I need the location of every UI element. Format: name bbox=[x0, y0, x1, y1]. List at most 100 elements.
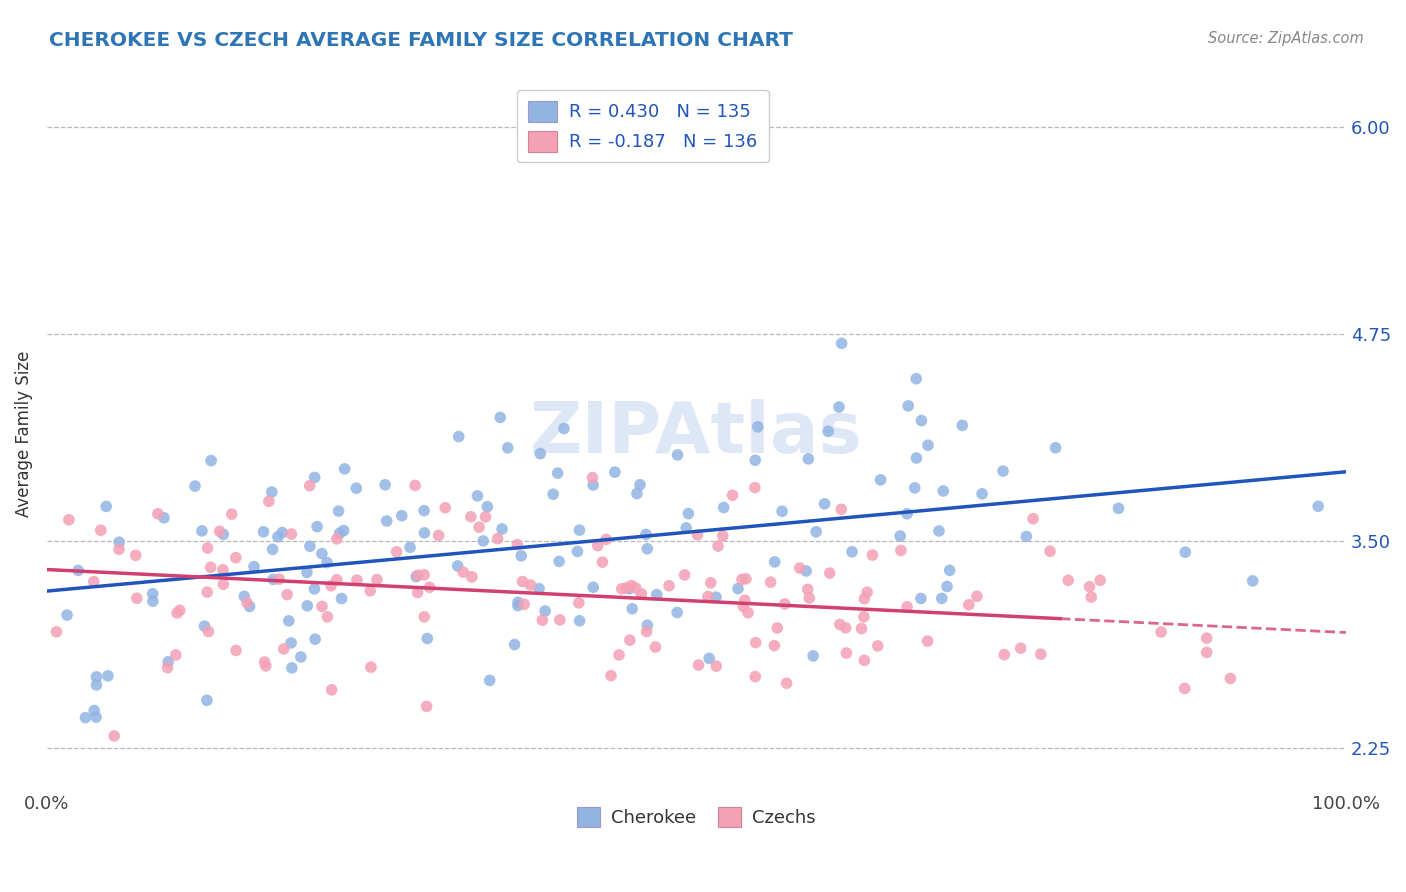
Point bbox=[697, 590, 720, 604]
Point bbox=[83, 704, 105, 718]
Point bbox=[852, 609, 875, 624]
Point bbox=[280, 636, 302, 650]
Point bbox=[467, 489, 489, 503]
Point bbox=[1174, 545, 1197, 559]
Point bbox=[416, 632, 439, 646]
Point bbox=[468, 520, 491, 534]
Point bbox=[928, 524, 950, 538]
Point bbox=[447, 429, 470, 443]
Point bbox=[744, 453, 766, 467]
Point bbox=[486, 532, 509, 546]
Point bbox=[304, 582, 326, 596]
Y-axis label: Average Family Size: Average Family Size bbox=[15, 351, 32, 516]
Point bbox=[277, 614, 299, 628]
Point bbox=[711, 529, 734, 543]
Point bbox=[673, 568, 696, 582]
Point bbox=[910, 591, 932, 606]
Legend: Cherokee, Czechs: Cherokee, Czechs bbox=[569, 800, 823, 834]
Point bbox=[208, 524, 231, 539]
Point bbox=[434, 500, 457, 515]
Point bbox=[191, 524, 214, 538]
Point bbox=[472, 533, 495, 548]
Point bbox=[866, 639, 889, 653]
Point bbox=[904, 481, 927, 495]
Point bbox=[862, 548, 884, 562]
Point bbox=[799, 591, 821, 605]
Point bbox=[644, 640, 666, 654]
Point bbox=[344, 481, 367, 495]
Point bbox=[626, 486, 648, 500]
Point bbox=[721, 488, 744, 502]
Point bbox=[311, 547, 333, 561]
Point bbox=[763, 555, 786, 569]
Point bbox=[142, 594, 165, 608]
Point bbox=[169, 603, 191, 617]
Point bbox=[531, 613, 554, 627]
Point bbox=[332, 524, 354, 538]
Point bbox=[737, 606, 759, 620]
Point bbox=[239, 599, 262, 614]
Point bbox=[600, 668, 623, 682]
Point bbox=[271, 525, 294, 540]
Point bbox=[316, 610, 339, 624]
Point bbox=[713, 500, 735, 515]
Point bbox=[399, 541, 422, 555]
Point bbox=[328, 504, 350, 518]
Point bbox=[108, 542, 131, 557]
Point bbox=[966, 589, 988, 603]
Point bbox=[1241, 574, 1264, 588]
Point bbox=[733, 599, 755, 614]
Point bbox=[763, 639, 786, 653]
Point bbox=[243, 559, 266, 574]
Point bbox=[374, 477, 396, 491]
Point bbox=[744, 481, 766, 495]
Point bbox=[311, 599, 333, 614]
Point bbox=[56, 608, 79, 623]
Text: ZIPAtlas: ZIPAtlas bbox=[530, 400, 863, 468]
Point bbox=[1174, 681, 1197, 696]
Point bbox=[212, 577, 235, 591]
Point bbox=[630, 587, 652, 601]
Point bbox=[991, 464, 1014, 478]
Point bbox=[503, 638, 526, 652]
Point bbox=[853, 653, 876, 667]
Point bbox=[146, 507, 169, 521]
Point bbox=[415, 699, 437, 714]
Point bbox=[619, 633, 641, 648]
Point bbox=[413, 503, 436, 517]
Point bbox=[103, 729, 125, 743]
Point bbox=[567, 544, 589, 558]
Point bbox=[773, 597, 796, 611]
Point bbox=[1195, 631, 1218, 645]
Point bbox=[260, 485, 283, 500]
Point bbox=[905, 372, 928, 386]
Point bbox=[276, 588, 298, 602]
Point bbox=[298, 478, 321, 492]
Point bbox=[704, 659, 727, 673]
Point bbox=[841, 545, 863, 559]
Point bbox=[96, 500, 118, 514]
Point bbox=[262, 542, 284, 557]
Point bbox=[221, 507, 243, 521]
Point bbox=[534, 604, 557, 618]
Point bbox=[770, 504, 793, 518]
Point bbox=[86, 678, 108, 692]
Point bbox=[413, 525, 436, 540]
Point bbox=[591, 555, 613, 569]
Point bbox=[666, 448, 689, 462]
Point bbox=[1219, 672, 1241, 686]
Point bbox=[418, 580, 440, 594]
Text: Source: ZipAtlas.com: Source: ZipAtlas.com bbox=[1208, 31, 1364, 46]
Point bbox=[697, 651, 720, 665]
Point bbox=[478, 673, 501, 688]
Point bbox=[731, 573, 754, 587]
Point bbox=[233, 590, 256, 604]
Point bbox=[297, 599, 319, 613]
Point bbox=[157, 655, 180, 669]
Point bbox=[586, 539, 609, 553]
Point bbox=[621, 601, 644, 615]
Point bbox=[727, 582, 749, 596]
Point bbox=[225, 550, 247, 565]
Point bbox=[905, 450, 928, 465]
Point bbox=[917, 634, 939, 648]
